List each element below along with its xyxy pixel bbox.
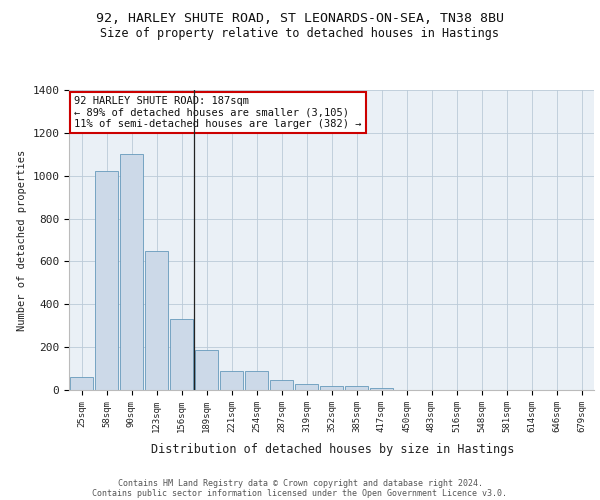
Bar [220, 370, 243, 390]
Text: Size of property relative to detached houses in Hastings: Size of property relative to detached ho… [101, 28, 499, 40]
Bar [195, 350, 218, 390]
Bar [145, 250, 168, 390]
Bar [120, 154, 143, 390]
Bar [370, 388, 393, 390]
Y-axis label: Number of detached properties: Number of detached properties [17, 150, 27, 330]
Bar [70, 376, 93, 390]
Bar [245, 370, 268, 390]
Text: 92, HARLEY SHUTE ROAD, ST LEONARDS-ON-SEA, TN38 8BU: 92, HARLEY SHUTE ROAD, ST LEONARDS-ON-SE… [96, 12, 504, 26]
Bar [295, 384, 318, 390]
Text: Contains public sector information licensed under the Open Government Licence v3: Contains public sector information licen… [92, 488, 508, 498]
Bar [95, 172, 118, 390]
Text: Distribution of detached houses by size in Hastings: Distribution of detached houses by size … [151, 442, 515, 456]
Bar [270, 380, 293, 390]
Bar [320, 386, 343, 390]
Text: 92 HARLEY SHUTE ROAD: 187sqm
← 89% of detached houses are smaller (3,105)
11% of: 92 HARLEY SHUTE ROAD: 187sqm ← 89% of de… [74, 96, 362, 129]
Bar [170, 320, 193, 390]
Text: Contains HM Land Registry data © Crown copyright and database right 2024.: Contains HM Land Registry data © Crown c… [118, 478, 482, 488]
Bar [345, 386, 368, 390]
